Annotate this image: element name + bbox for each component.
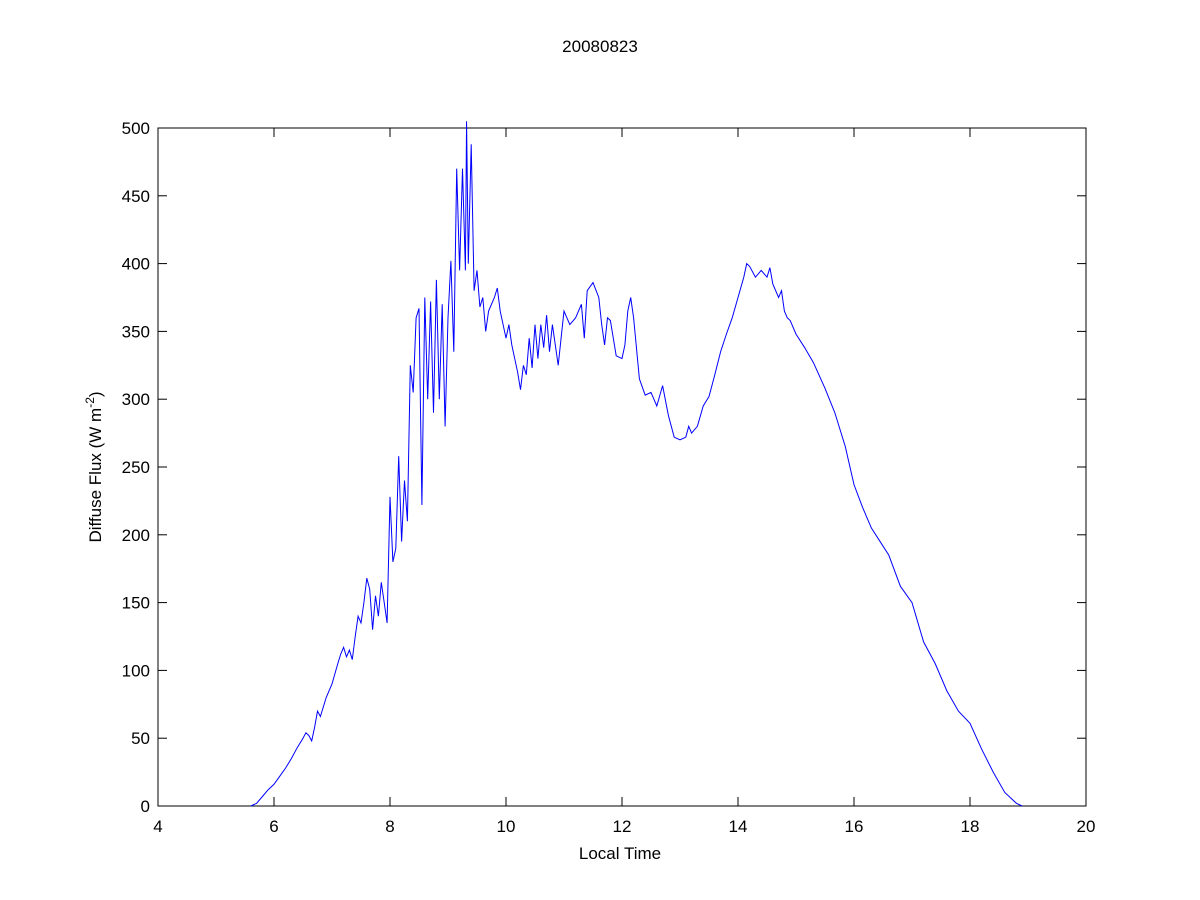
y-tick-label: 100	[122, 661, 150, 680]
x-tick-label: 10	[497, 817, 516, 836]
x-tick-label: 4	[153, 817, 162, 836]
y-tick-label: 50	[131, 729, 150, 748]
y-tick-label: 250	[122, 458, 150, 477]
y-tick-label: 500	[122, 119, 150, 138]
x-axis-label: Local Time	[579, 844, 661, 863]
x-tick-label: 20	[1077, 817, 1096, 836]
y-tick-label: 0	[141, 797, 150, 816]
y-label-text: Diffuse Flux (W m	[86, 408, 105, 543]
y-tick-label: 350	[122, 322, 150, 341]
y-tick-label: 150	[122, 594, 150, 613]
y-tick-label: 300	[122, 390, 150, 409]
y-tick-label: 450	[122, 187, 150, 206]
y-label-end: )	[86, 391, 105, 397]
x-tick-label: 14	[729, 817, 748, 836]
x-tick-label: 6	[269, 817, 278, 836]
y-tick-label: 400	[122, 255, 150, 274]
x-tick-label: 12	[613, 817, 632, 836]
x-tick-label: 18	[961, 817, 980, 836]
y-axis-label: Diffuse Flux (W m-2)	[83, 391, 105, 542]
chart-title: 20080823	[562, 37, 638, 56]
data-line	[250, 121, 1023, 807]
y-tick-label: 200	[122, 526, 150, 545]
y-label-sup: -2	[83, 397, 97, 408]
x-tick-label: 16	[845, 817, 864, 836]
x-tick-label: 8	[385, 817, 394, 836]
